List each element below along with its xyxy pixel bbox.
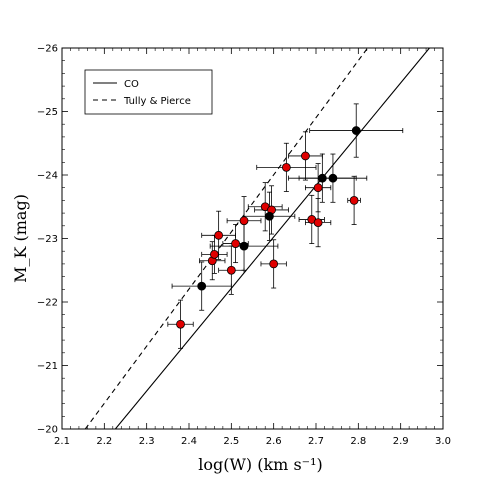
legend-label: Tully & Pierce	[123, 96, 191, 107]
black-data-point	[197, 281, 207, 291]
co-fit-line	[114, 48, 430, 429]
legend: CO Tully & Pierce	[84, 69, 213, 115]
x-tick-label: 2.7	[308, 436, 324, 447]
x-tick-label: 2.2	[96, 436, 112, 447]
red-data-point	[214, 230, 224, 240]
red-data-point	[231, 239, 240, 248]
plot-content	[84, 48, 430, 429]
x-axis-label: log(W) (km s⁻¹)	[198, 455, 323, 474]
red-data-point	[301, 151, 310, 161]
x-tick-label: 2.1	[54, 436, 70, 447]
y-tick-label: −25	[37, 107, 58, 118]
red-data-point	[239, 216, 249, 226]
x-tick-label: 2.5	[223, 436, 239, 447]
red-data-point	[226, 265, 236, 275]
x-tick-label: 3.0	[435, 436, 451, 447]
red-data-point	[176, 319, 185, 329]
black-data-point	[328, 173, 338, 183]
x-tick-label: 2.8	[350, 436, 366, 447]
y-tick-label: −23	[37, 234, 58, 245]
red-data-point	[349, 195, 359, 205]
red-data-point	[269, 259, 279, 269]
x-tick-label: 2.9	[393, 436, 409, 447]
x-tick-label: 2.4	[181, 436, 197, 447]
red-data-point	[281, 162, 291, 172]
y-tick-label: −20	[37, 425, 58, 436]
red-data-point	[209, 249, 219, 259]
y-tick-label: −22	[37, 298, 58, 309]
y-tick-label: −24	[37, 171, 58, 182]
y-tick-label: −26	[37, 44, 58, 55]
black-data-point	[265, 211, 274, 221]
red-data-point	[313, 218, 323, 228]
legend-label: CO	[124, 79, 139, 90]
x-tick-label: 2.6	[266, 436, 282, 447]
black-data-point	[239, 241, 249, 251]
y-tick-label: −21	[37, 361, 58, 372]
legend-box	[84, 69, 213, 115]
black-data-point	[317, 173, 327, 183]
x-tick-label: 2.3	[139, 436, 155, 447]
black-data-point	[351, 126, 361, 135]
tully-pierce-line	[84, 48, 369, 429]
y-axis-label: M_K (mag)	[11, 194, 30, 283]
red-data-point	[313, 183, 323, 193]
axis-ticks: 2.1 2.2 2.3 2.4 2.5 2.6 2.7 2.8 2.9 3.0 −26 −25 −24 −…	[37, 44, 451, 448]
